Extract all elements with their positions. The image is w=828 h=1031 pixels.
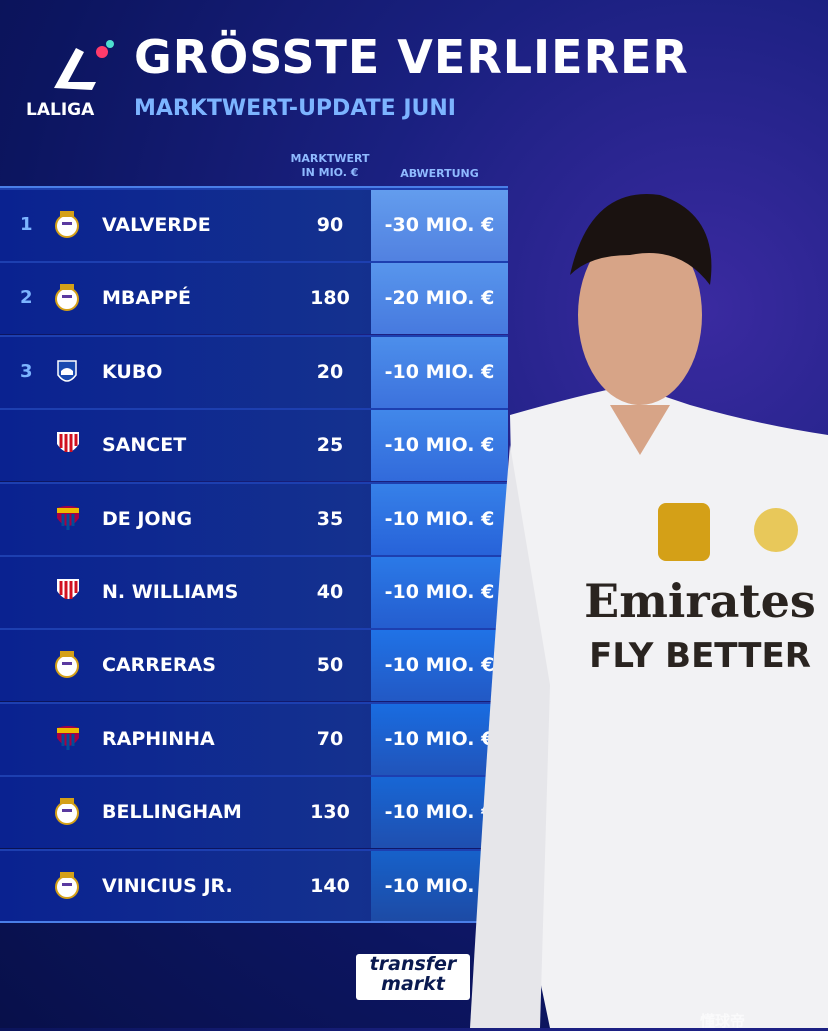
column-header-line: IN MIO. € bbox=[301, 166, 359, 179]
logo-text: LALIGA bbox=[26, 100, 95, 120]
club-crest bbox=[55, 211, 79, 238]
devaluation: -10 MIO. € bbox=[371, 630, 508, 702]
table-row: SANCET 25 -10 MIO. € bbox=[0, 408, 508, 482]
rule bbox=[0, 921, 508, 923]
laliga-icon bbox=[54, 40, 114, 90]
player-name: MBAPPÉ bbox=[102, 287, 191, 310]
watermark: 懂球帝 bbox=[700, 1012, 746, 1030]
column-header-line: ABWERTUNG bbox=[400, 167, 479, 180]
player-name: N. WILLIAMS bbox=[102, 581, 239, 603]
player-name: RAPHINHA bbox=[102, 727, 215, 750]
devaluation: -10 MIO. € bbox=[371, 557, 508, 628]
club-crest bbox=[57, 360, 77, 382]
table-row: 1 VALVERDE 90 -30 MIO. € bbox=[0, 188, 508, 261]
market-value: 140 bbox=[310, 874, 350, 897]
player-name: KUBO bbox=[102, 360, 163, 383]
table-row: DE JONG 35 -10 MIO. € bbox=[0, 481, 508, 555]
rank: 1 bbox=[20, 214, 33, 235]
table-row: 2 MBAPPÉ 180 -20 MIO. € bbox=[0, 261, 508, 335]
market-value: 130 bbox=[310, 801, 350, 824]
table-row: RAPHINHA 70 -10 MIO. € bbox=[0, 701, 508, 775]
title: GRÖSSTE VERLIERER bbox=[134, 30, 689, 84]
market-value: 50 bbox=[316, 654, 344, 677]
market-value: 35 bbox=[316, 507, 344, 530]
rank: 3 bbox=[20, 360, 33, 382]
table-row: N. WILLIAMS 40 -10 MIO. € bbox=[0, 555, 508, 628]
devaluation: -10 MIO. € bbox=[371, 483, 508, 555]
devaluation: -10 MIO. € bbox=[371, 410, 508, 482]
footer-logo: transfer markt bbox=[356, 954, 470, 1000]
club-crest bbox=[57, 579, 79, 599]
club-crest bbox=[57, 432, 79, 453]
club-crest bbox=[57, 725, 79, 750]
club-crest bbox=[55, 284, 79, 312]
player-name: VALVERDE bbox=[102, 214, 211, 236]
shirt-sponsor: Emirates bbox=[584, 574, 816, 628]
player-name: BELLINGHAM bbox=[102, 801, 242, 824]
market-value: 40 bbox=[316, 581, 344, 603]
footer-brand: transfer bbox=[369, 953, 457, 975]
market-value: 180 bbox=[310, 287, 350, 310]
club-crest bbox=[55, 651, 79, 679]
club-crest bbox=[57, 505, 79, 530]
rule bbox=[0, 186, 508, 188]
market-value: 90 bbox=[316, 214, 344, 236]
shirt-slogan: FLY BETTER bbox=[589, 636, 811, 676]
table-row: CARRERAS 50 -10 MIO. € bbox=[0, 628, 508, 702]
column-header: ABWERTUNG bbox=[371, 167, 508, 181]
subtitle: MARKTWERT-UPDATE JUNI bbox=[134, 96, 456, 121]
devaluation: -10 MIO. € bbox=[371, 703, 508, 775]
column-header-line: MARKTWERT bbox=[290, 152, 370, 165]
club-crest bbox=[55, 798, 79, 826]
devaluation: -20 MIO. € bbox=[371, 263, 508, 335]
table-row: VINICIUS JR. 140 -10 MIO. € bbox=[0, 848, 508, 922]
player-name: CARRERAS bbox=[102, 654, 216, 677]
rank: 2 bbox=[20, 287, 33, 309]
player-photo: Emirates FLY BETTER bbox=[470, 194, 828, 1028]
footer-brand: markt bbox=[381, 973, 445, 995]
market-value: 20 bbox=[316, 360, 344, 383]
market-value: 70 bbox=[316, 727, 344, 750]
player-name: DE JONG bbox=[102, 507, 193, 530]
club-crest bbox=[55, 871, 79, 899]
devaluation: -10 MIO. € bbox=[371, 336, 508, 408]
player-name: VINICIUS JR. bbox=[102, 874, 233, 897]
column-header: MARKTWERT IN MIO. € bbox=[290, 152, 370, 180]
market-value: 25 bbox=[316, 434, 344, 457]
player-name: SANCET bbox=[102, 434, 187, 457]
devaluation: -30 MIO. € bbox=[371, 190, 508, 261]
table-row: 3 KUBO 20 -10 MIO. € bbox=[0, 334, 508, 408]
